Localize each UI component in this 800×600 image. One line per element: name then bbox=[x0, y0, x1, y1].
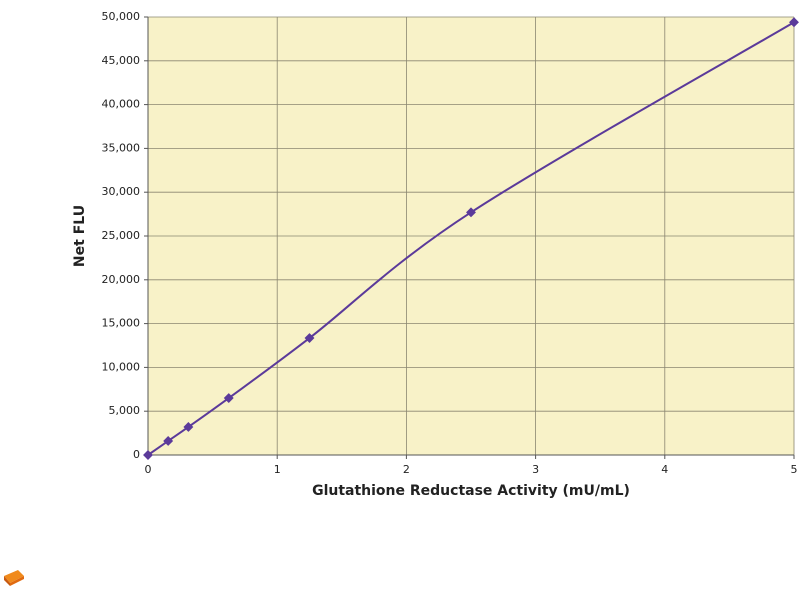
y-tick-label: 35,000 bbox=[102, 141, 141, 154]
data-point bbox=[163, 436, 174, 446]
data-line bbox=[147, 21, 795, 456]
y-tick-label: 50,000 bbox=[102, 10, 141, 23]
icon bbox=[4, 570, 24, 586]
data-point bbox=[143, 450, 153, 460]
x-tick-label: 2 bbox=[403, 463, 410, 476]
x-tick-label: 5 bbox=[791, 463, 798, 476]
data-point bbox=[183, 422, 194, 432]
y-tick-label: 15,000 bbox=[102, 317, 141, 330]
y-tick-label: 5,000 bbox=[109, 404, 141, 417]
x-tick-label: 0 bbox=[145, 463, 152, 476]
y-tick-label: 0 bbox=[133, 448, 140, 461]
data-point bbox=[304, 333, 315, 344]
y-tick-label: 25,000 bbox=[102, 229, 141, 242]
data-point bbox=[789, 17, 799, 28]
data-point bbox=[466, 207, 476, 218]
y-tick-label: 30,000 bbox=[102, 185, 141, 198]
y-tick-label: 45,000 bbox=[102, 54, 141, 67]
x-tick-label: 4 bbox=[661, 463, 668, 476]
x-tick-label: 3 bbox=[532, 463, 539, 476]
data-point bbox=[223, 393, 234, 404]
y-tick-label: 40,000 bbox=[102, 98, 141, 111]
x-axis-title: Glutathione Reductase Activity (mU/mL) bbox=[312, 483, 630, 499]
y-tick-label: 20,000 bbox=[102, 273, 141, 286]
y-axis-title: Net FLU bbox=[72, 205, 88, 267]
x-tick-label: 1 bbox=[274, 463, 281, 476]
y-tick-label: 10,000 bbox=[102, 360, 141, 373]
